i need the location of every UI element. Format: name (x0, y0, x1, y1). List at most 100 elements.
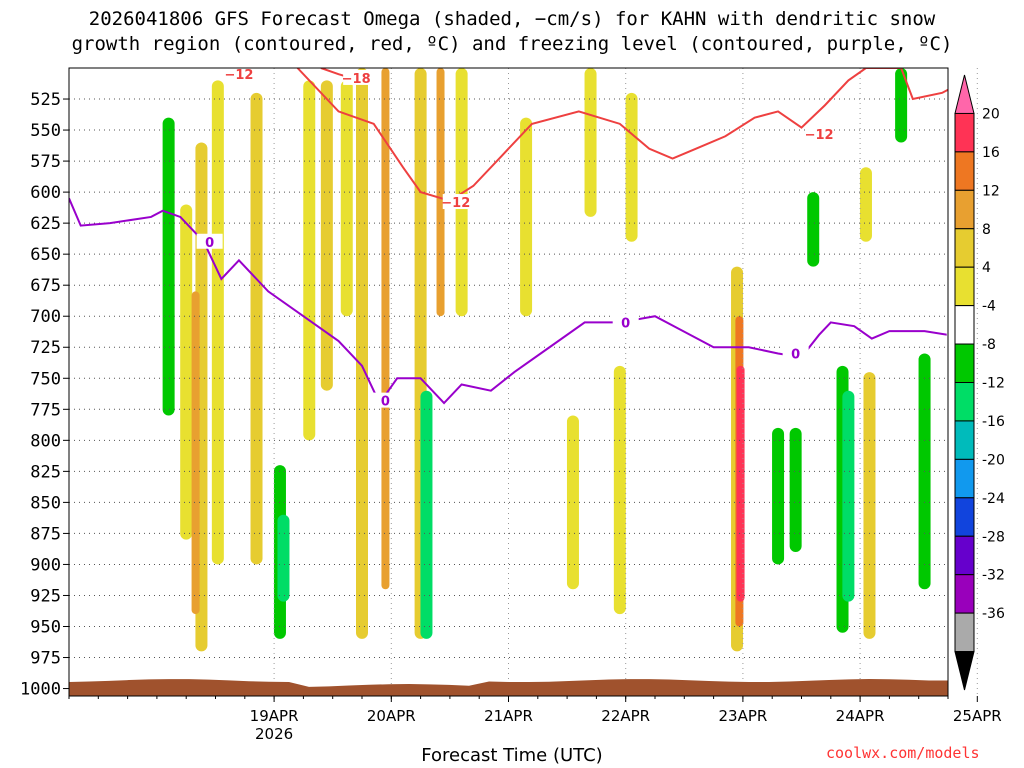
x-tick-label: 24APR (836, 707, 885, 725)
y-tick-label: 525 (30, 90, 61, 110)
contour-label-zero-bg (782, 345, 809, 361)
contour-label-minus12: −12 (969, 81, 998, 96)
freezing-level-line (69, 197, 948, 406)
contour-label-minus12-bg (806, 125, 833, 141)
colorbar-label: -12 (982, 376, 1005, 392)
chart-title-line2: growth region (contoured, red, ºC) and f… (71, 33, 953, 55)
colorbar-segment (954, 535, 975, 576)
omega-band (807, 192, 820, 267)
omega-band (436, 68, 445, 317)
y-axis: 525 550 575 600 625 650 675 700 725 750 775 800 825 8… (20, 90, 69, 700)
colorbar-segment (954, 343, 975, 383)
colorbar-segment (954, 112, 975, 153)
omega-band (250, 92, 263, 565)
colorbar-label: 8 (982, 222, 991, 238)
y-tick-label: 575 (30, 152, 61, 172)
omega-band (584, 68, 597, 217)
y-tick-label: 975 (30, 649, 61, 669)
contours: −12−18−12−12−1200000 (69, 68, 998, 410)
contour-label-minus18-bg (343, 69, 370, 85)
contour-label-zero-bg (946, 324, 948, 340)
contour-label-minus12: −12 (805, 128, 834, 143)
omega-band (736, 365, 745, 602)
colorbar-segment (954, 151, 975, 191)
contour-label-zero: 0 (621, 316, 630, 331)
omega-band (455, 68, 468, 317)
colorbar-segment (954, 305, 975, 345)
colorbar-segment (954, 612, 975, 653)
x-axis-label: Forecast Time (UTC) (421, 745, 603, 766)
omega-band (356, 68, 368, 639)
y-tick-label: 725 (30, 338, 61, 358)
y-tick-label: 625 (30, 214, 61, 234)
contour-label-zero: 0 (791, 347, 800, 362)
colorbar-label: 16 (982, 145, 1000, 161)
omega-band (842, 390, 855, 602)
ground-surface (69, 679, 948, 696)
colorbar-label: 20 (982, 106, 1000, 122)
y-tick-label: 950 (30, 617, 61, 637)
credit-text: coolwx.com/models (826, 744, 980, 762)
colorbar-label: -24 (982, 491, 1005, 507)
contour-label-zero-bg (372, 392, 399, 408)
colorbar-segment (954, 458, 975, 499)
x-tick-label: 25APR (953, 707, 1002, 725)
colorbar-segment (954, 651, 975, 691)
x-tick-label: 22APR (601, 707, 650, 725)
omega-band (625, 92, 638, 242)
y-tick-label: 800 (30, 431, 61, 451)
colorbar-label: -8 (982, 337, 996, 353)
contour-label-minus12-bg (225, 68, 252, 82)
omega-band (895, 68, 908, 143)
x-tick-label: 21APR (484, 707, 533, 725)
y-tick-label: 900 (30, 555, 61, 575)
colorbar-label: -20 (982, 452, 1005, 468)
omega-band (320, 80, 333, 391)
omega-band (340, 80, 353, 317)
colorbar-segment (954, 266, 975, 307)
omega-band (180, 204, 193, 540)
colorbar-label: -28 (982, 529, 1005, 545)
colorbar-label: -36 (982, 606, 1005, 622)
colorbar-segment (954, 382, 975, 422)
y-tick-label: 700 (30, 307, 61, 327)
omega-band (381, 68, 390, 590)
colorbar-segment (954, 574, 975, 614)
omega-band (613, 365, 626, 615)
colorbar: 20 16 12 8 4 -4 -8 -12 -16 -20 -24 -28 -32 -36 (954, 74, 1005, 691)
omega-band (303, 80, 316, 441)
contour-label-zero: 0 (381, 395, 390, 410)
omega-band (277, 514, 290, 602)
colorbar-label: -32 (982, 568, 1005, 584)
x-tick-label: 19APR (250, 707, 299, 725)
omega-shading (162, 68, 948, 652)
omega-band (520, 117, 533, 317)
contour-label-minus18: −18 (342, 72, 371, 87)
y-tick-label: 675 (30, 276, 61, 296)
x-tick-label: 23APR (718, 707, 767, 725)
contour-label-minus12: −12 (441, 196, 470, 211)
y-tick-label: 875 (30, 524, 61, 544)
y-tick-label: 850 (30, 493, 61, 513)
contour-label-zero: 0 (205, 236, 214, 251)
y-tick-label: 750 (30, 369, 61, 389)
colorbar-segment (954, 420, 975, 460)
colorbar-label: -16 (982, 414, 1005, 430)
y-tick-label: 600 (30, 183, 61, 203)
y-tick-label: 650 (30, 245, 61, 265)
contour-label-minus12-bg (970, 79, 996, 94)
chart-title-line1: 2026041806 GFS Forecast Omega (shaded, −… (88, 8, 936, 30)
y-tick-label: 925 (30, 586, 61, 606)
colorbar-label: 4 (982, 260, 991, 276)
omega-band (211, 80, 224, 565)
y-tick-label: 825 (30, 462, 61, 482)
omega-band (162, 117, 175, 416)
y-tick-label: 550 (30, 121, 61, 141)
omega-band (191, 291, 200, 615)
y-tick-label: 775 (30, 400, 61, 420)
contour-label-minus12: −12 (224, 68, 253, 83)
omega-band (566, 415, 579, 590)
colorbar-label: -4 (982, 299, 996, 315)
